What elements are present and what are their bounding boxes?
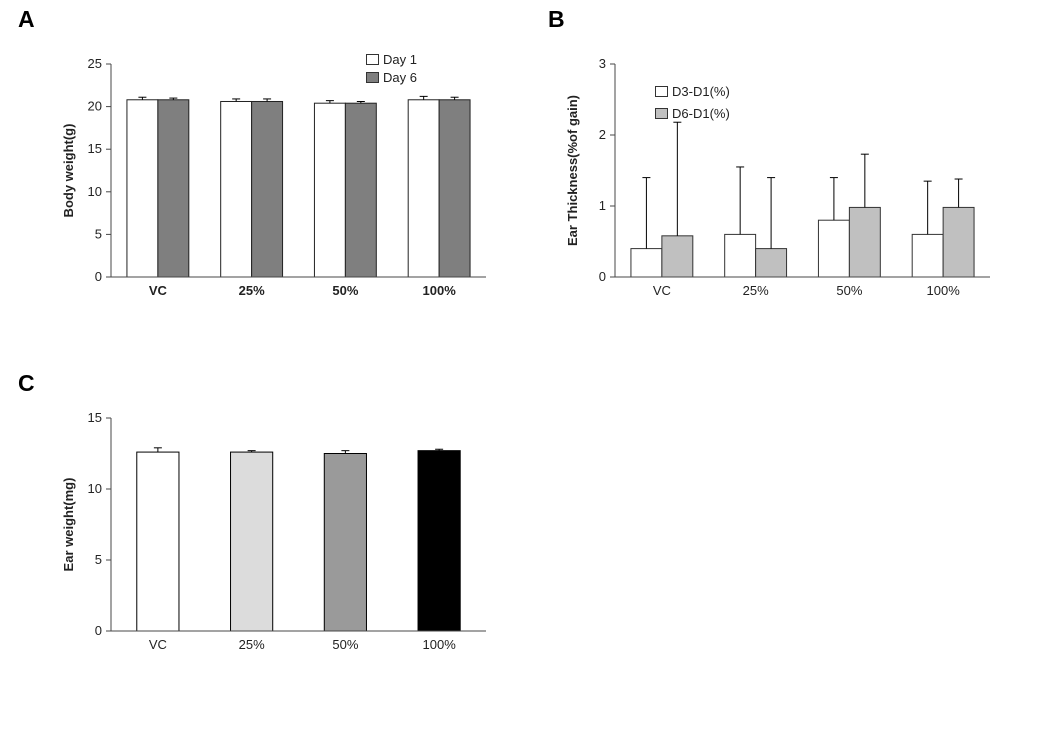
svg-text:0: 0 <box>599 269 606 284</box>
svg-text:100%: 100% <box>423 283 457 298</box>
svg-text:50%: 50% <box>836 283 862 298</box>
svg-text:25%: 25% <box>239 637 265 652</box>
legend-swatch <box>655 86 668 97</box>
legend-label: D3-D1(%) <box>672 84 730 99</box>
svg-text:15: 15 <box>88 410 102 425</box>
bar <box>631 249 662 277</box>
bar <box>818 220 849 277</box>
bar <box>439 100 470 277</box>
svg-text:5: 5 <box>95 226 102 241</box>
svg-text:Ear Thickness(%of gain): Ear Thickness(%of gain) <box>565 95 580 246</box>
svg-text:5: 5 <box>95 552 102 567</box>
svg-text:Body weight(g): Body weight(g) <box>61 124 76 218</box>
bar <box>221 101 252 277</box>
panel-label-A: A <box>18 6 35 33</box>
legend-item: Day 1 <box>366 52 417 67</box>
svg-text:0: 0 <box>95 623 102 638</box>
legend-item: D6-D1(%) <box>655 106 730 121</box>
svg-text:2: 2 <box>599 127 606 142</box>
bar <box>849 207 880 277</box>
legend-item: D3-D1(%) <box>655 84 730 99</box>
svg-text:0: 0 <box>95 269 102 284</box>
legend-label: D6-D1(%) <box>672 106 730 121</box>
svg-text:3: 3 <box>599 56 606 71</box>
svg-text:Ear weight(mg): Ear weight(mg) <box>61 478 76 572</box>
svg-text:25%: 25% <box>239 283 265 298</box>
svg-text:100%: 100% <box>927 283 961 298</box>
chart-body-weight: 0 5 10 15 20 25 VC 25% 50% 100% Body weight(g) Day … <box>56 52 496 312</box>
bar <box>943 207 974 277</box>
svg-text:1: 1 <box>599 198 606 213</box>
bar <box>725 234 756 277</box>
bar <box>314 103 345 277</box>
legend-label: Day 6 <box>383 70 417 85</box>
svg-text:VC: VC <box>149 637 167 652</box>
bar <box>231 452 273 631</box>
bar <box>662 236 693 277</box>
panel-label-B: B <box>548 6 565 33</box>
bar <box>127 100 158 277</box>
svg-text:10: 10 <box>88 481 102 496</box>
legend-swatch <box>655 108 668 119</box>
bar <box>158 100 189 277</box>
bar <box>345 103 376 277</box>
svg-text:50%: 50% <box>332 283 358 298</box>
bar <box>408 100 439 277</box>
svg-text:25%: 25% <box>743 283 769 298</box>
chart-ear-thickness: 0 1 2 3 VC 25% 50% 100% Ear Thickness(%of gain) D… <box>560 52 1000 312</box>
svg-text:25: 25 <box>88 56 102 71</box>
svg-text:50%: 50% <box>332 637 358 652</box>
legend-swatch <box>366 54 379 65</box>
chart-ear-weight: 0 5 10 15 VC 25% 50% 100% Ear weight(mg) <box>56 406 496 666</box>
svg-text:15: 15 <box>88 141 102 156</box>
svg-text:100%: 100% <box>423 637 457 652</box>
bar <box>912 234 943 277</box>
bar <box>252 101 283 277</box>
bar <box>756 249 787 277</box>
svg-text:20: 20 <box>88 99 102 114</box>
svg-text:VC: VC <box>149 283 168 298</box>
panel-label-C: C <box>18 370 35 397</box>
svg-text:VC: VC <box>653 283 671 298</box>
legend-label: Day 1 <box>383 52 417 67</box>
bar <box>137 452 179 631</box>
bar <box>324 454 366 632</box>
svg-text:10: 10 <box>88 184 102 199</box>
legend-swatch <box>366 72 379 83</box>
legend-item: Day 6 <box>366 70 417 85</box>
bar <box>418 451 460 631</box>
